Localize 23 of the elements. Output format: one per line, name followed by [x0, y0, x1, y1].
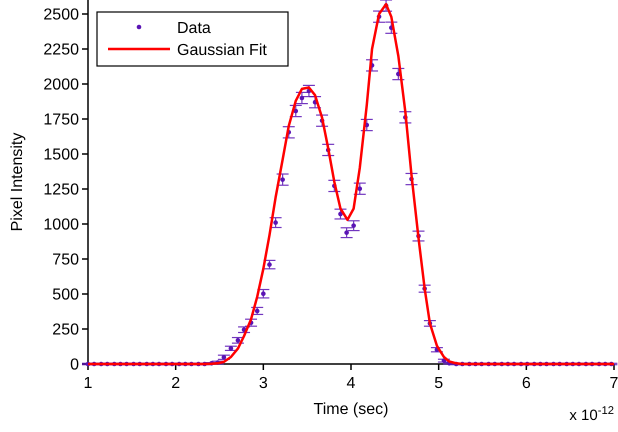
x-tick-label: 2: [171, 375, 180, 392]
y-tick-label: 500: [52, 286, 80, 304]
x-axis-title: Time (sec): [314, 401, 388, 418]
y-tick-label: 250: [52, 322, 80, 338]
y-tick-label: 1500: [43, 146, 80, 164]
y-tick-label: 2500: [43, 6, 80, 24]
y-tick-label: 1250: [43, 182, 80, 198]
x-tick-label: 6: [522, 375, 531, 392]
text: x 10$^{-12}$: [569, 405, 614, 424]
y-tick-label: 0: [70, 356, 80, 374]
x-tick-label: 1: [84, 375, 93, 392]
y-tick-label: 1000: [43, 216, 80, 234]
legend-label: Gaussian Fit: [177, 42, 268, 59]
legend-label: Data: [177, 20, 211, 37]
x-tick-label: 7: [610, 375, 618, 392]
x-tick-label: 3: [258, 375, 268, 392]
y-tick-label: 1750: [43, 112, 80, 128]
y-tick-label: 750: [52, 252, 80, 268]
x-tick-label: 4: [346, 375, 356, 392]
x-tick-label: 5: [434, 375, 444, 392]
y-tick-label: 2000: [43, 76, 80, 94]
y-axis-title: Pixel Intensity: [9, 132, 26, 232]
y-tick-label: 2250: [43, 42, 80, 58]
